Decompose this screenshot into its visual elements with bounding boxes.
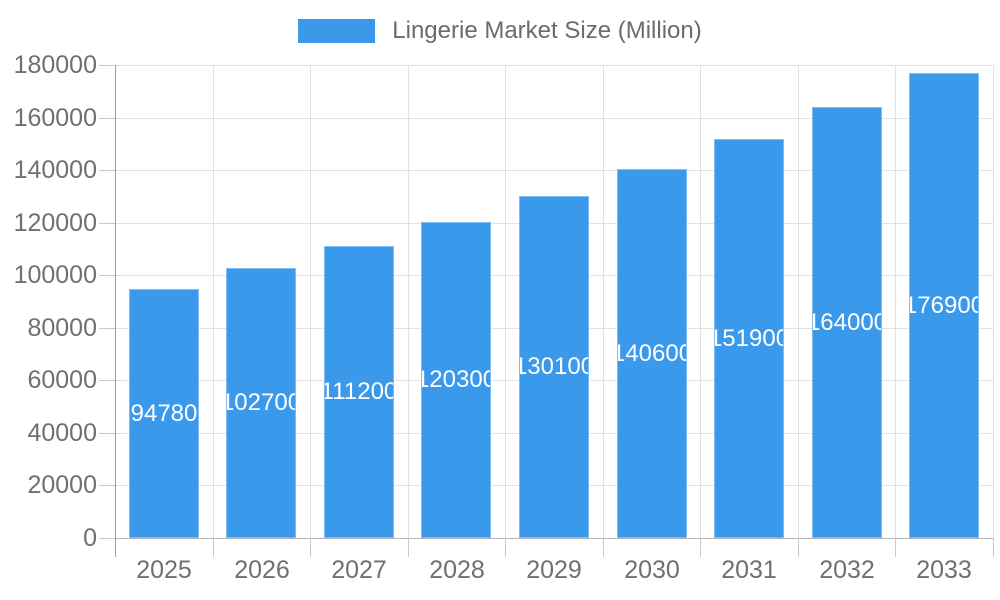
gridline-horizontal [115,170,993,171]
y-axis-tick-label: 80000 [27,314,97,342]
gridline-vertical [895,65,896,538]
bar[interactable]: 111200 [324,246,394,538]
gridline-vertical [505,65,506,538]
gridline-vertical [798,65,799,538]
x-axis-tick [505,538,506,557]
bar[interactable]: 102700 [226,268,296,538]
y-axis-tick [99,538,115,539]
x-axis-tick [213,538,214,557]
y-axis-tick-label: 0 [83,524,97,552]
x-axis-tick-label: 2030 [624,556,680,584]
y-axis-tick-label: 140000 [13,156,97,184]
gridline-vertical [408,65,409,538]
bar-value-label: 140600 [618,339,686,367]
bar[interactable]: 130100 [519,196,589,538]
y-axis-tick-label: 60000 [27,366,97,394]
y-axis-tick-label: 160000 [13,104,97,132]
x-axis-baseline [115,538,993,539]
bar-value-label: 151900 [715,324,783,352]
y-axis-tick-label: 100000 [13,261,97,289]
bar-value-label: 176900 [910,291,978,319]
x-axis-tick [310,538,311,557]
bar[interactable]: 176900 [909,73,979,538]
gridline-vertical [700,65,701,538]
bar[interactable]: 151900 [714,139,784,538]
y-axis-tick [99,223,115,224]
plot-area: 94780 102700 111200 120300 130100 140600 15190… [115,65,994,557]
bar-value-label: 94780 [130,399,198,427]
x-axis-tick [895,538,896,557]
x-axis-tick [798,538,799,557]
y-axis-tick [99,170,115,171]
y-axis-tick-label: 20000 [27,471,97,499]
x-axis-tick-label: 2031 [721,556,777,584]
y-axis-tick-label: 120000 [13,209,97,237]
y-axis-tick-label: 40000 [27,419,97,447]
x-axis-tick [700,538,701,557]
x-axis-tick-label: 2032 [819,556,875,584]
legend-swatch [298,19,376,43]
x-axis-tick [603,538,604,557]
y-axis-tick [99,275,115,276]
y-axis-tick [99,118,115,119]
bar[interactable]: 94780 [129,289,199,538]
x-axis-tick-label: 2027 [331,556,387,584]
bar-value-label: 102700 [227,389,295,416]
y-axis-tick [99,65,115,66]
x-axis-tick [993,538,994,557]
bar-value-label: 130100 [520,353,588,380]
gridline-horizontal [115,65,993,66]
gridline-horizontal [115,118,993,119]
x-axis-tick [408,538,409,557]
gridline-vertical [310,65,311,538]
x-axis-tick-label: 2029 [526,556,582,584]
y-axis-tick [99,328,115,329]
gridline-vertical [603,65,604,538]
gridline-vertical [213,65,214,538]
bar[interactable]: 140600 [617,169,687,538]
x-axis-tick-label: 2033 [916,556,972,584]
y-axis-tick [99,380,115,381]
y-axis-tick [99,485,115,486]
x-axis-tick-label: 2028 [429,556,485,584]
gridline-vertical [993,65,994,538]
legend[interactable]: Lingerie Market Size (Million) [0,17,1000,45]
bar-value-label: 164000 [813,308,881,336]
y-axis-tick [99,433,115,434]
bar[interactable]: 164000 [812,107,882,538]
y-axis-line [115,65,116,557]
x-axis-tick-label: 2025 [136,556,192,584]
bar[interactable]: 120300 [421,222,491,538]
legend-label: Lingerie Market Size (Million) [392,17,702,44]
bar-value-label: 111200 [324,378,394,405]
bar-value-label: 120300 [422,366,490,393]
x-axis-tick-label: 2026 [234,556,290,584]
y-axis-tick-label: 180000 [13,51,97,79]
